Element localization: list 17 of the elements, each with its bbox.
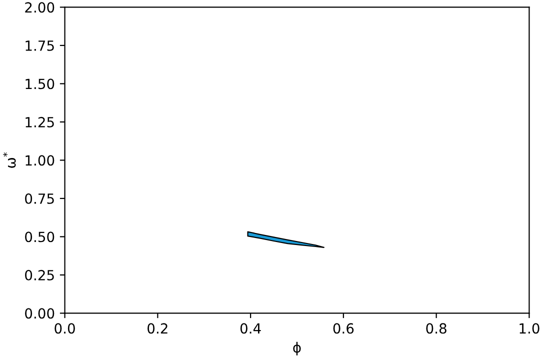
y-axis-title: ω$^{*}$ (3, 152, 16, 168)
x-tick-label: 0.4 (240, 323, 261, 334)
x-tick-label: 0.6 (333, 323, 354, 334)
y-tick-label: 1.50 (26, 78, 54, 90)
x-tick-label: 0.0 (54, 323, 75, 334)
y-tick-label: 1.75 (26, 40, 54, 51)
x-tick-label: 0.2 (148, 323, 168, 334)
x-tick-label: 1.0 (520, 323, 540, 334)
y-tick-label: 0.75 (25, 193, 54, 204)
y-tick-label: 0.25 (25, 270, 54, 280)
x-axis-title: ϕ (293, 342, 301, 356)
y-tick-label: 1.25 (26, 116, 54, 128)
y-tick-label: 0.00 (25, 308, 54, 319)
y-tick-label: 2.00 (25, 2, 54, 13)
x-tick-label: 0.8 (426, 323, 446, 334)
y-tick-label: 1.00 (26, 155, 54, 166)
y-tick-label: 0.50 (25, 232, 54, 242)
